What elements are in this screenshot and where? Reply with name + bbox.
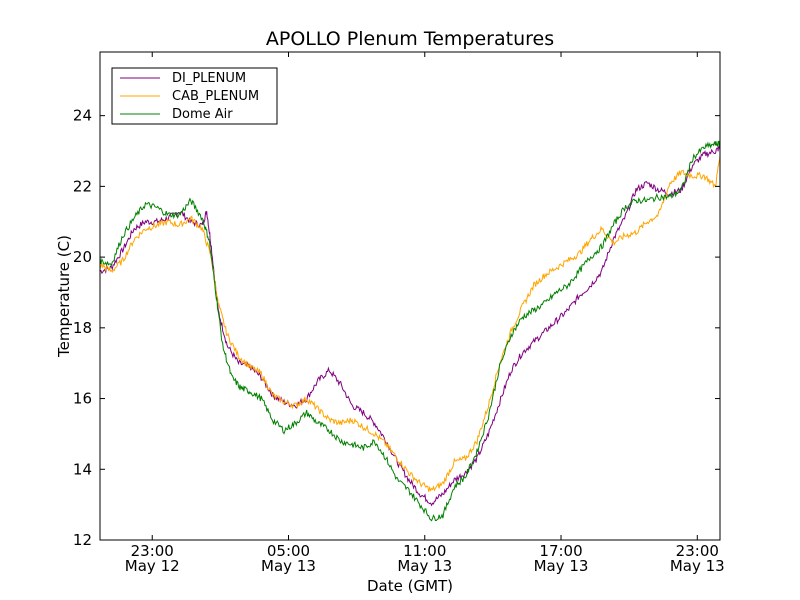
- y-axis: 12 14 16 18 20 22 24: [73, 107, 720, 549]
- legend: DI_PLENUM CAB_PLENUM Dome Air: [111, 67, 278, 125]
- x-tick-label-date: May 13: [397, 557, 452, 575]
- x-tick-label-date: May 13: [670, 557, 725, 575]
- y-tick-label: 12: [73, 531, 92, 549]
- x-tick-label-date: May 13: [261, 557, 316, 575]
- legend-label: CAB_PLENUM: [172, 89, 259, 104]
- y-tick-label: 16: [73, 390, 92, 408]
- x-tick-label-time: 05:00: [267, 542, 310, 560]
- y-tick-label: 14: [73, 460, 92, 478]
- y-tick-label: 24: [73, 107, 92, 125]
- y-tick-label: 18: [73, 319, 92, 337]
- y-tick-label: 22: [73, 177, 92, 195]
- series-line-dome-air: [99, 140, 721, 522]
- y-tick-label: 20: [73, 248, 92, 266]
- legend-label: DI_PLENUM: [172, 71, 246, 86]
- y-axis-label: Temperature (C): [55, 235, 73, 358]
- series-layer: [99, 140, 721, 522]
- x-tick-label-time: 23:00: [131, 542, 174, 560]
- x-tick-label-date: May 13: [534, 557, 589, 575]
- series-line-cab-plenum: [99, 154, 721, 492]
- series-line-di-plenum: [99, 146, 721, 507]
- x-tick-label-time: 11:00: [403, 542, 446, 560]
- x-tick-label-time: 17:00: [539, 542, 582, 560]
- chart-title: APOLLO Plenum Temperatures: [266, 28, 554, 50]
- x-axis-label: Date (GMT): [367, 577, 453, 595]
- x-tick-label-date: May 12: [125, 557, 180, 575]
- plot-frame: [99, 51, 721, 541]
- legend-label: Dome Air: [172, 107, 233, 122]
- x-tick-label-time: 23:00: [676, 542, 719, 560]
